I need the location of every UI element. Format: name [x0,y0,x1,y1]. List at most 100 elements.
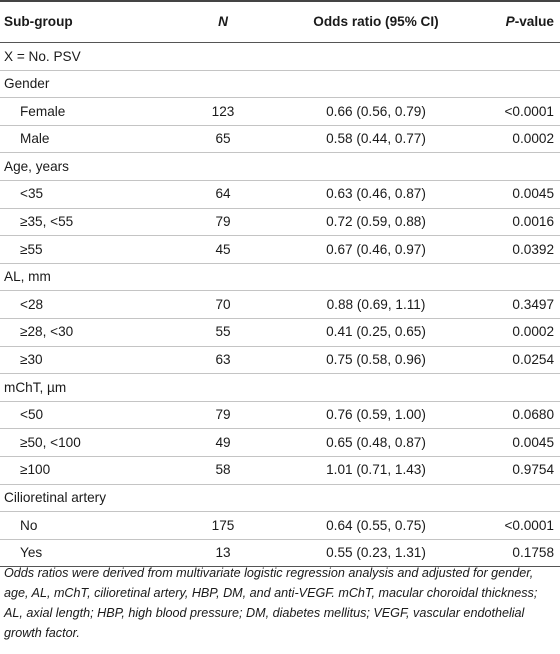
cell-subgroup: <35 [20,186,44,202]
cell-subgroup: Gender [4,76,50,92]
cell-odds-ratio: 0.41 (0.25, 0.65) [326,324,426,340]
table-row: ≥50, <100 49 0.65 (0.48, 0.87) 0.0045 [0,429,560,457]
cell-n: 70 [215,296,231,312]
cell-subgroup: <28 [20,296,44,312]
cell-odds-ratio: 0.65 (0.48, 0.87) [326,434,426,450]
cell-odds-ratio [266,484,486,512]
cell-n: 58 [215,462,231,478]
cell-p-value: <0.0001 [504,517,554,533]
cell-n [180,484,266,512]
cell-p-value [486,70,560,98]
table-row: mChT, µm [0,374,560,402]
cell-odds-ratio [266,153,486,181]
cell-n: 49 [215,434,231,450]
header-subgroup: Sub-group [0,0,180,43]
cell-subgroup: Age, years [4,158,69,174]
cell-p-value [486,484,560,512]
table-row: Female 123 0.66 (0.56, 0.79) <0.0001 [0,98,560,126]
table-row: ≥30 63 0.75 (0.58, 0.96) 0.0254 [0,346,560,374]
cell-p-value [486,374,560,402]
cell-subgroup: <50 [20,407,44,423]
cell-n: 79 [215,214,231,230]
header-p-italic: P [505,14,515,30]
cell-odds-ratio: 0.76 (0.59, 1.00) [326,407,426,423]
cell-subgroup: Yes [20,545,43,561]
cell-n: 63 [215,352,231,368]
cell-p-value [486,43,560,71]
cell-subgroup: X = No. PSV [4,48,81,64]
cell-subgroup: Male [20,131,50,147]
cell-odds-ratio: 0.72 (0.59, 0.88) [326,214,426,230]
header-p-rest: -value [514,14,554,30]
cell-p-value [486,153,560,181]
cell-subgroup: ≥100 [20,462,51,478]
cell-subgroup: Female [20,103,66,119]
table-row: <50 79 0.76 (0.59, 1.00) 0.0680 [0,401,560,429]
cell-odds-ratio: 0.67 (0.46, 0.97) [326,241,426,257]
cell-subgroup: ≥50, <100 [20,434,81,450]
header-p-value: P-value [486,0,560,43]
cell-subgroup: ≥28, <30 [20,324,74,340]
table-row: AL, mm [0,263,560,291]
header-row: Sub-group N Odds ratio (95% CI) P-value [0,0,560,43]
cell-odds-ratio: 0.75 (0.58, 0.96) [326,352,426,368]
table-row: ≥55 45 0.67 (0.46, 0.97) 0.0392 [0,236,560,264]
table-row: ≥100 58 1.01 (0.71, 1.43) 0.9754 [0,456,560,484]
cell-n: 13 [215,545,231,561]
header-odds-ratio: Odds ratio (95% CI) [266,0,486,43]
cell-p-value: 0.0016 [512,214,554,230]
table-row: Yes 13 0.55 (0.23, 1.31) 0.1758 [0,539,560,567]
cell-n: 64 [215,186,231,202]
cell-odds-ratio [266,70,486,98]
cell-subgroup: mChT, µm [4,379,67,395]
cell-odds-ratio: 0.88 (0.69, 1.11) [326,296,426,312]
cell-n: 123 [211,103,235,119]
cell-n [180,43,266,71]
cell-odds-ratio: 0.66 (0.56, 0.79) [326,103,426,119]
cell-p-value [486,263,560,291]
cell-p-value: 0.3497 [512,296,554,312]
cell-n [180,70,266,98]
cell-subgroup: ≥35, <55 [20,214,74,230]
cell-n: 65 [215,131,231,147]
cell-p-value: 0.0680 [512,407,554,423]
cell-subgroup: AL, mm [4,269,51,285]
cell-n [180,263,266,291]
cell-odds-ratio [266,374,486,402]
cell-p-value: 0.0002 [512,131,554,147]
table-row: No 175 0.64 (0.55, 0.75) <0.0001 [0,512,560,540]
cell-odds-ratio: 0.63 (0.46, 0.87) [326,186,426,202]
cell-subgroup: No [20,517,38,533]
cell-subgroup: Cilioretinal artery [4,490,106,505]
cell-p-value: 0.9754 [512,462,554,478]
cell-n: 175 [211,517,235,533]
header-n: N [180,0,266,43]
cell-p-value: 0.0254 [512,352,554,368]
cell-p-value: 0.0045 [512,434,554,450]
table-row: <35 64 0.63 (0.46, 0.87) 0.0045 [0,180,560,209]
cell-odds-ratio: 0.58 (0.44, 0.77) [326,131,426,147]
table-row: Age, years [0,153,560,181]
cell-n: 55 [215,324,231,340]
table-footnote: Odds ratios were derived from multivaria… [4,566,538,640]
table-row: <28 70 0.88 (0.69, 1.11) 0.3497 [0,291,560,319]
table-body: X = No. PSV Gender Female 123 0.66 (0.56, 0.… [0,43,560,567]
table-row: Gender [0,70,560,98]
cell-subgroup: ≥30 [20,352,43,368]
cell-n [180,153,266,181]
cell-odds-ratio [266,263,486,291]
odds-ratio-table: Sub-group N Odds ratio (95% CI) P-value … [0,0,560,567]
cell-p-value: 0.0392 [512,241,554,257]
table-row: ≥28, <30 55 0.41 (0.25, 0.65) 0.0002 [0,318,560,347]
table-row: ≥35, <55 79 0.72 (0.59, 0.88) 0.0016 [0,208,560,236]
cell-subgroup: ≥55 [20,241,43,257]
cell-odds-ratio [266,43,486,71]
cell-p-value: 0.0002 [512,324,554,340]
cell-p-value: 0.1758 [512,545,554,561]
cell-odds-ratio: 1.01 (0.71, 1.43) [326,462,426,478]
cell-odds-ratio: 0.55 (0.23, 1.31) [326,545,426,561]
cell-n [180,374,266,402]
cell-odds-ratio: 0.64 (0.55, 0.75) [326,517,426,533]
cell-n: 79 [215,407,231,423]
